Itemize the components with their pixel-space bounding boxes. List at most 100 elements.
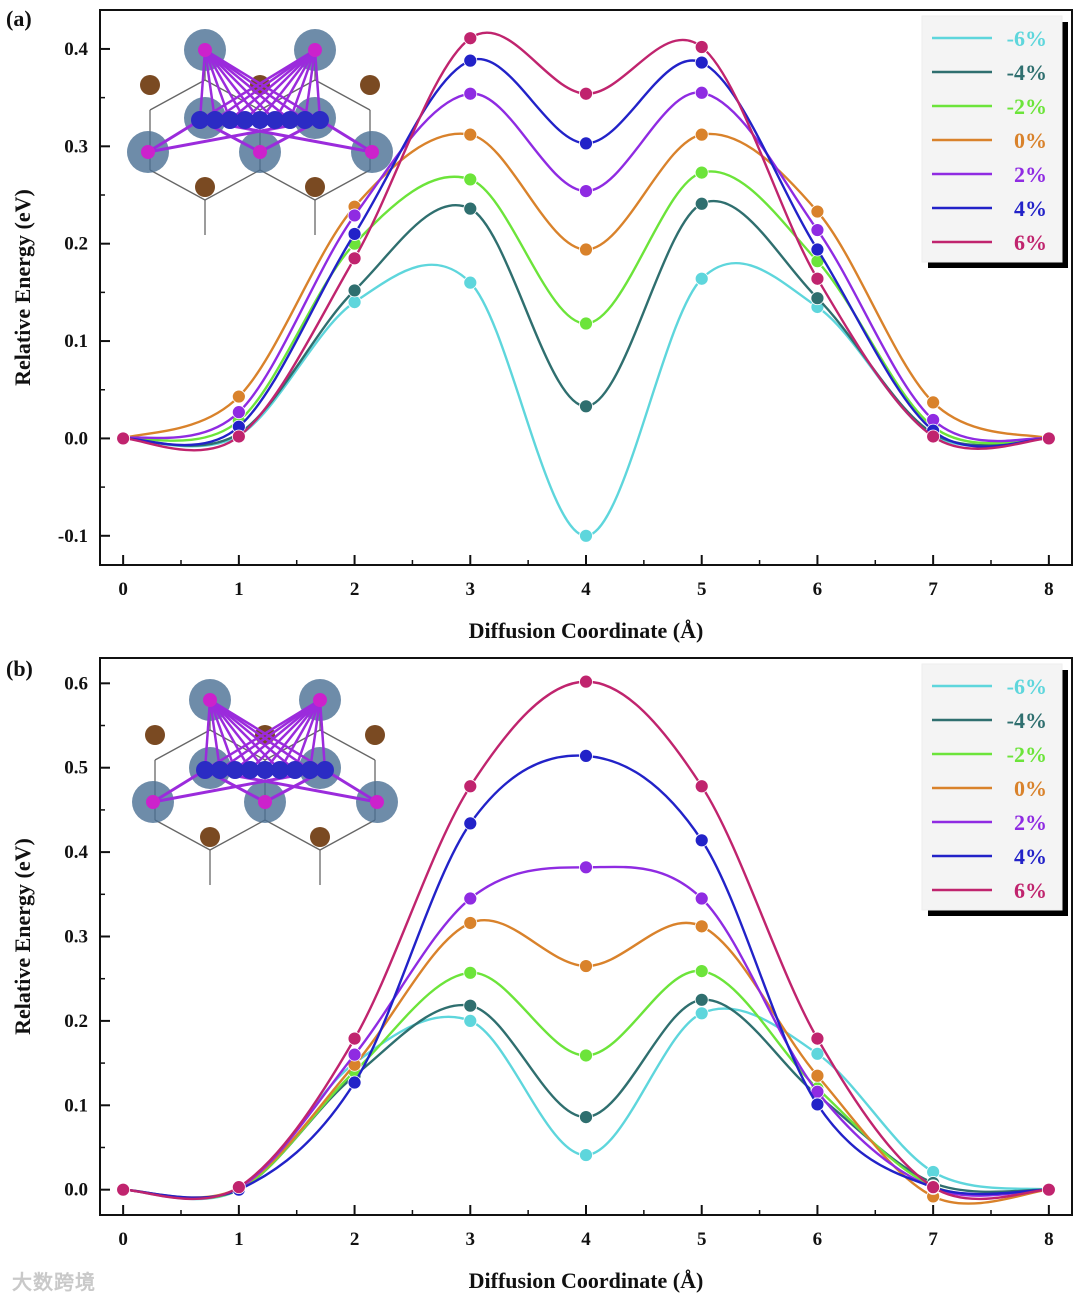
data-point	[116, 1182, 131, 1197]
panel-label: (a)	[6, 6, 32, 31]
data-point	[579, 959, 593, 973]
blue-atom	[191, 111, 209, 129]
data-point	[1041, 431, 1056, 446]
data-point	[463, 86, 478, 101]
data-point	[347, 251, 362, 266]
data-point	[810, 242, 825, 257]
watermark: 大数跨境	[12, 1270, 96, 1294]
lattice-bond	[259, 79, 316, 111]
legend-label: -4%	[1007, 60, 1047, 85]
blue-atom	[251, 111, 269, 129]
data-point	[347, 227, 362, 241]
x-tick-label: 6	[813, 579, 823, 600]
x-axis: 0 1 2 3 4 5 6 7 8	[118, 555, 1054, 600]
brown-atom	[200, 827, 220, 847]
y-axis: -0.1 0.0 0.1 0.2 0.3 0.4	[58, 39, 110, 547]
data-point	[579, 86, 593, 101]
bond	[204, 698, 321, 772]
data-point	[694, 127, 709, 142]
legend-label: 4%	[1014, 844, 1047, 869]
data-point	[694, 85, 709, 100]
bond	[209, 699, 281, 771]
bond	[318, 699, 327, 771]
blue-atom	[256, 761, 274, 779]
data-point	[463, 1013, 478, 1028]
data-point	[810, 223, 825, 237]
x-tick-label: 5	[697, 1229, 707, 1250]
y-tick-label: 0.3	[64, 927, 88, 948]
data-point	[579, 184, 593, 199]
bond	[214, 48, 316, 122]
data-point	[579, 1048, 593, 1063]
y-tick-label: 0.1	[64, 331, 88, 352]
data-point	[810, 1068, 825, 1083]
data-point	[926, 429, 941, 444]
purple-atom	[308, 43, 322, 57]
data-point	[231, 429, 246, 444]
data-point	[579, 399, 593, 414]
data-point	[1041, 1182, 1056, 1197]
x-tick-label: 7	[928, 579, 938, 600]
blue-atom	[241, 761, 259, 779]
legend: -6% -4% -2% 0% 2% 4% 6%	[921, 15, 1068, 268]
bond	[209, 698, 326, 772]
x-tick-label: 1	[234, 579, 244, 600]
blue-atom	[316, 761, 334, 779]
panel-b: (b) 0.0 0.1 0.2 0.3 0.4 0.5 0.6 0 1 2 3 4 5 6 7 8 Diffusi…	[6, 656, 1073, 1293]
data-point	[463, 891, 478, 906]
bond	[199, 48, 316, 122]
data-point	[116, 431, 131, 446]
legend-label: -6%	[1007, 674, 1047, 699]
lattice-bond	[314, 79, 371, 111]
bond	[293, 699, 322, 771]
brown-atom	[195, 177, 215, 197]
bond	[208, 699, 222, 771]
series-6pct	[116, 674, 1056, 1201]
data-point	[694, 891, 709, 906]
data-point	[694, 196, 709, 211]
data-point	[694, 55, 709, 70]
bond	[208, 699, 237, 771]
data-point	[579, 528, 593, 543]
bond	[234, 699, 321, 771]
purple-atom	[365, 145, 379, 159]
bond	[204, 49, 276, 121]
blue-atom	[236, 111, 254, 129]
x-tick-label: 2	[350, 579, 360, 600]
data-point	[463, 201, 478, 216]
purple-atom	[258, 795, 272, 809]
y-tick-label: 0.4	[64, 842, 88, 863]
diffusion-bonds	[203, 698, 327, 772]
data-point	[347, 1075, 362, 1090]
lattice-bond	[319, 729, 376, 761]
bond	[273, 49, 317, 121]
bond	[204, 48, 321, 122]
x-tick-label: 6	[813, 1229, 823, 1250]
bond	[288, 49, 317, 121]
data-point	[463, 916, 478, 930]
lattice-bond	[209, 819, 266, 851]
data-point	[579, 1148, 593, 1162]
brown-atom	[360, 75, 380, 95]
x-tick-label: 7	[928, 1229, 938, 1250]
data-point	[463, 998, 478, 1013]
data-point	[579, 674, 593, 689]
purple-atom	[370, 795, 384, 809]
data-point	[810, 271, 825, 286]
brown-atom	[305, 177, 325, 197]
legend-label: -2%	[1007, 742, 1047, 767]
data-point	[463, 816, 478, 831]
legend-label: 6%	[1014, 878, 1047, 903]
data-point	[463, 53, 478, 68]
x-tick-label: 0	[118, 579, 128, 600]
y-tick-label: 0.2	[64, 1011, 88, 1032]
x-axis-title: Diffusion Coordinate (Å)	[469, 1268, 704, 1293]
bond	[209, 698, 311, 772]
x-tick-label: 3	[466, 1229, 476, 1250]
series-minus4pct	[116, 992, 1056, 1200]
legend-label: -4%	[1007, 708, 1047, 733]
blue-atom	[226, 761, 244, 779]
data-point	[347, 283, 362, 298]
x-axis: 0 1 2 3 4 5 6 7 8	[118, 1205, 1054, 1250]
series-2pct	[116, 860, 1056, 1200]
